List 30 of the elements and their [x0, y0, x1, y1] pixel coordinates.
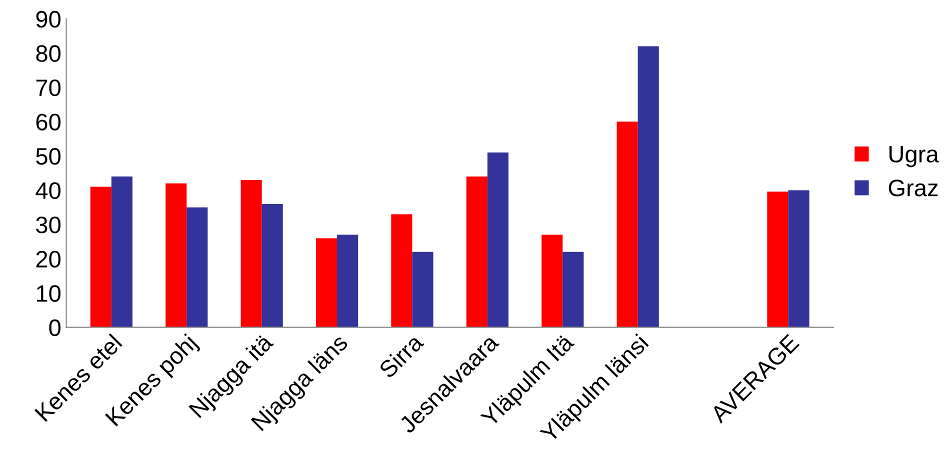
bar [542, 234, 563, 328]
bar [412, 252, 434, 328]
legend-label: Graz [888, 180, 938, 196]
bar [240, 180, 262, 328]
y-tick-label: 0 [49, 319, 61, 336]
y-tick-label: 20 [36, 250, 61, 268]
y-tick-label: 40 [36, 182, 61, 200]
bar [638, 46, 659, 328]
legend-label: Ugra [889, 146, 939, 168]
bar [337, 234, 358, 328]
bar [111, 176, 132, 328]
y-tick-label: 50 [36, 148, 61, 165]
y-tick-label: 70 [36, 79, 61, 96]
bar [767, 192, 788, 328]
bar [316, 238, 338, 328]
bar [262, 204, 283, 328]
bar [487, 152, 508, 328]
bar [616, 122, 638, 328]
bar [90, 186, 112, 328]
y-tick-label: 60 [36, 114, 61, 130]
y-tick-label: 90 [36, 10, 61, 28]
bar [562, 252, 584, 328]
bar [466, 176, 488, 328]
y-tick-label: 10 [36, 285, 61, 302]
bar [391, 214, 412, 328]
bar [166, 183, 187, 328]
y-tick-label: 30 [36, 216, 61, 234]
bar [788, 190, 810, 328]
y-tick-label: 80 [36, 45, 61, 62]
bar [186, 207, 208, 328]
